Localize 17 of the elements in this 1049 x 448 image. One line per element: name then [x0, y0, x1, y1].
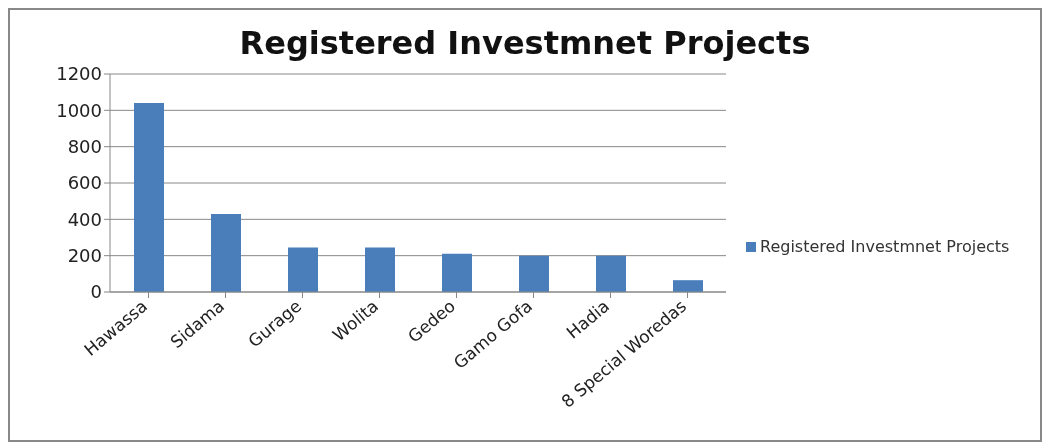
y-tick-label: 400 [67, 208, 102, 230]
bar [519, 255, 549, 292]
bar [365, 247, 395, 292]
bar [673, 280, 703, 292]
bar [211, 213, 241, 292]
bar [134, 103, 164, 292]
y-tick-label: 1000 [56, 99, 102, 121]
y-tick-label: 200 [67, 245, 102, 267]
bar [442, 253, 472, 292]
y-tick-label: 600 [67, 172, 102, 194]
bar [596, 255, 626, 292]
bar [288, 247, 318, 292]
legend-label: Registered Investmnet Projects [760, 237, 1011, 257]
chart-title: Registered Investmnet Projects [238, 24, 812, 62]
y-tick-label: 1200 [56, 63, 102, 85]
y-tick-label: 800 [67, 136, 102, 158]
y-tick-label: 0 [90, 281, 102, 303]
